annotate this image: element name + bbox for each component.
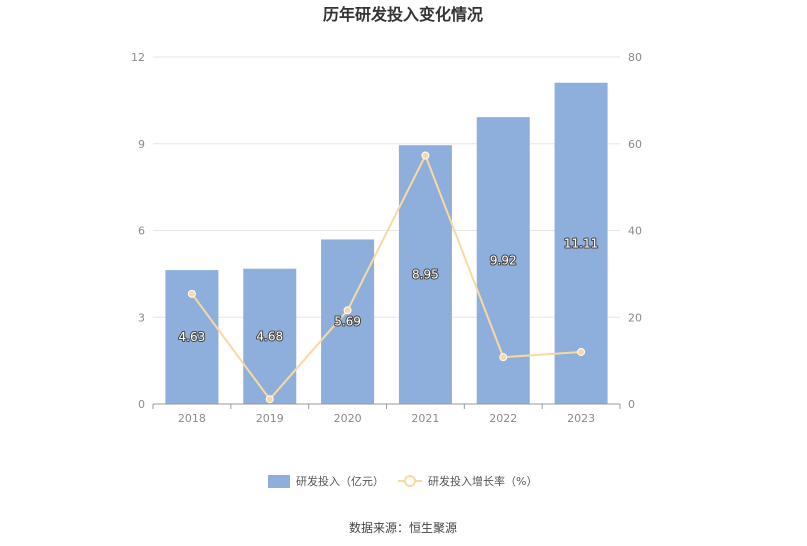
growth-rate-point [265, 395, 274, 404]
line-series [187, 151, 586, 404]
x-axis-tick-label: 2022 [489, 412, 517, 425]
bar-value-label: 9.92 [490, 254, 517, 268]
data-labels: 4.63 4.68 5.69 8.95 9.92 11.11 [178, 235, 600, 345]
left-axis-tick-label: 6 [138, 225, 145, 238]
bar-value-label: 4.68 [256, 329, 283, 343]
x-axis-tick-label: 2021 [411, 412, 439, 425]
axes: 0 0 3 20 6 40 9 60 12 80 2018 2019 2020 2021 2022 2023 [131, 51, 642, 425]
right-axis-tick-label: 40 [628, 225, 642, 238]
right-axis-tick-label: 0 [628, 398, 635, 411]
growth-rate-line [191, 152, 582, 401]
left-axis-tick-label: 3 [138, 311, 145, 324]
legend-label-rd-investment: 研发投入（亿元） [296, 474, 384, 488]
bar-value-label: 11.11 [564, 236, 598, 250]
bar-value-label: 4.63 [179, 330, 206, 344]
bar [398, 145, 452, 404]
data-source: 数据来源：恒生聚源 [349, 520, 457, 535]
right-axis-tick-label: 20 [628, 311, 642, 324]
growth-rate-point [499, 353, 508, 362]
left-axis-tick-label: 0 [138, 398, 145, 411]
chart-title: 历年研发投入变化情况 [323, 5, 483, 24]
legend-swatch-marker [404, 475, 416, 487]
legend: 研发投入（亿元） 研发投入增长率（%） [268, 474, 537, 488]
x-axis-tick-label: 2023 [567, 412, 595, 425]
left-axis-tick-label: 12 [131, 51, 145, 64]
right-axis-tick-label: 80 [628, 51, 642, 64]
bar-value-label: 5.69 [334, 315, 361, 329]
growth-rate-point [577, 347, 586, 356]
bar-series [165, 82, 608, 404]
bar [243, 268, 297, 404]
legend-swatch-bar [268, 475, 290, 488]
x-axis-tick-label: 2018 [178, 412, 206, 425]
growth-rate-point [187, 289, 196, 298]
x-axis-tick-label: 2020 [334, 412, 362, 425]
bar [321, 239, 375, 404]
grid [153, 56, 620, 318]
left-axis-tick-label: 9 [138, 138, 145, 151]
growth-rate-point [421, 151, 430, 160]
x-axis-tick-label: 2019 [256, 412, 284, 425]
bar-value-label: 8.95 [412, 268, 439, 282]
legend-label-growth-rate: 研发投入增长率（%） [428, 474, 537, 488]
growth-rate-point [343, 306, 352, 315]
right-axis-tick-label: 60 [628, 138, 642, 151]
